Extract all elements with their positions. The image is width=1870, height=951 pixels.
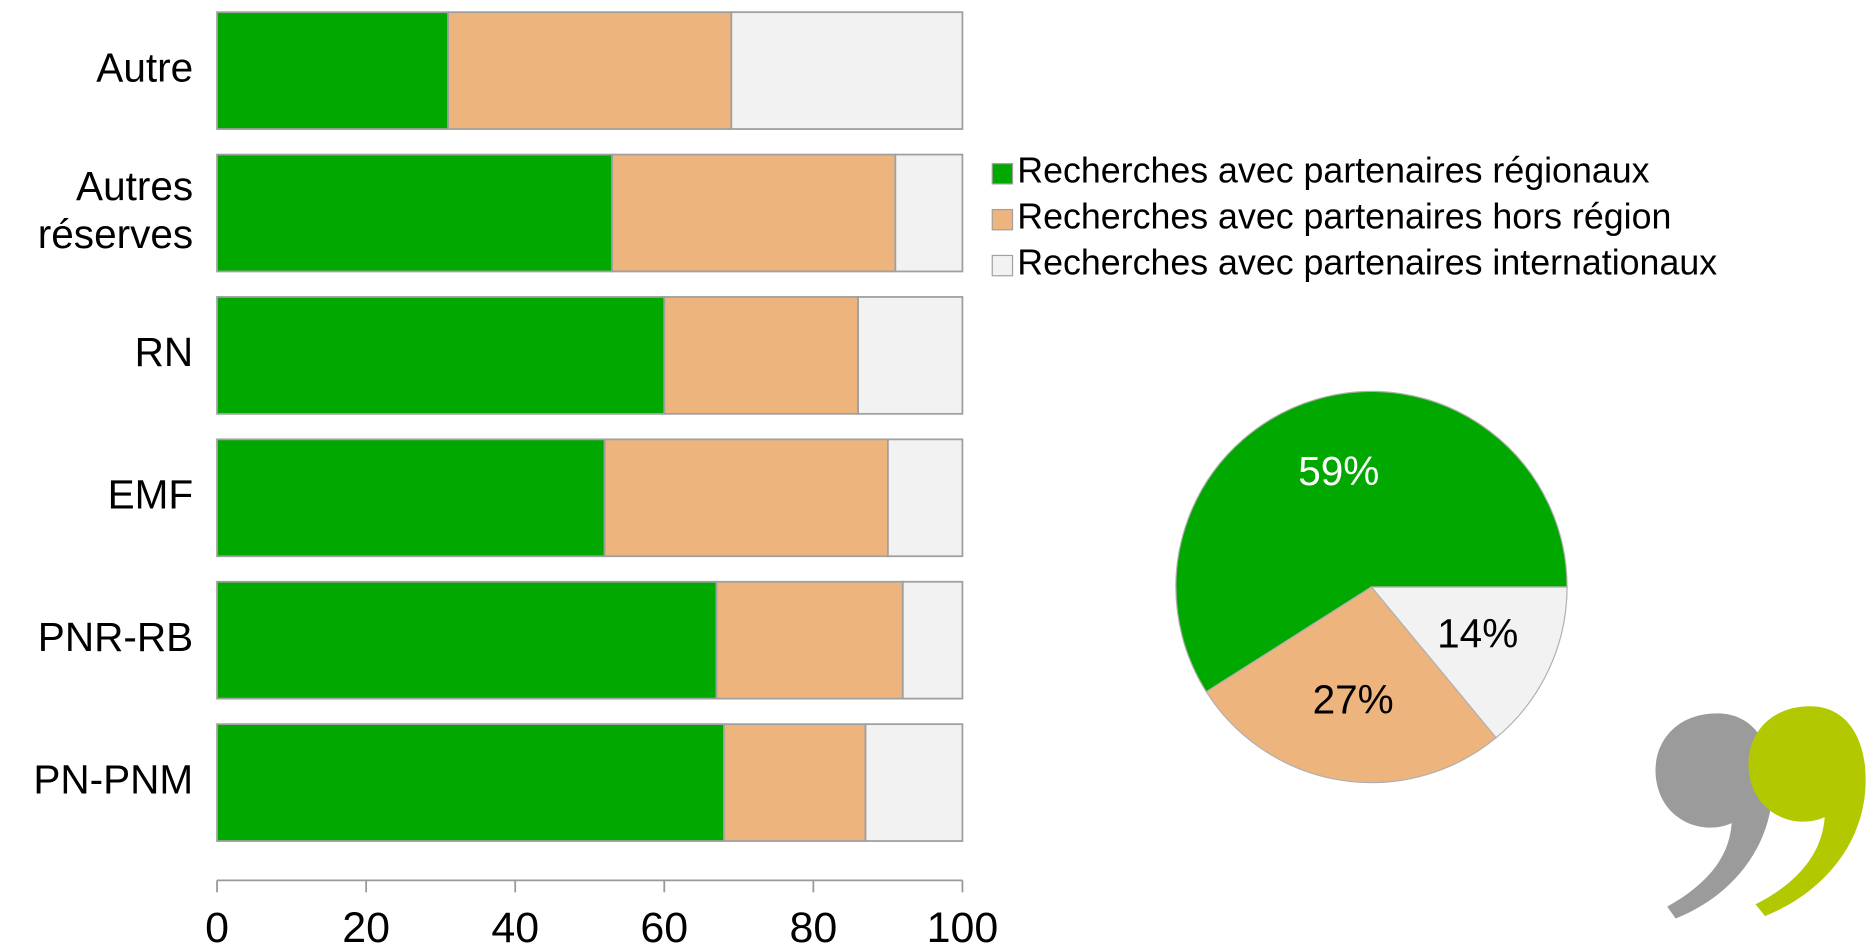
pie-slice [1205, 586, 1498, 784]
x-tick-label: 20 [342, 904, 390, 951]
bar-segment [216, 723, 725, 842]
bar-segment [447, 11, 733, 130]
bar-segment [730, 11, 964, 130]
bar-segment [894, 153, 964, 273]
legend-swatch [991, 254, 1014, 277]
bar-segment [216, 580, 718, 700]
bar-segment [216, 11, 450, 130]
bar-segment [715, 580, 904, 700]
bar-segment [864, 723, 964, 842]
quote-mark [1748, 706, 1866, 917]
bar-segment [663, 296, 859, 415]
pie-label: 14% [1437, 611, 1518, 657]
quote-logo [1655, 706, 1866, 919]
bar-segment [603, 438, 889, 558]
bar-segment [886, 438, 964, 558]
legend-label: Recherches avec partenaires hors région [1017, 197, 1671, 237]
category-label: EMF [108, 472, 194, 518]
x-tick-label: 40 [491, 904, 539, 951]
bar-segment [857, 296, 964, 415]
category-label: RN [135, 329, 194, 375]
x-tick-label: 0 [205, 904, 229, 951]
legend-swatch [991, 163, 1014, 185]
pie-slice [1370, 586, 1568, 739]
bar-segment [216, 296, 666, 415]
pie-label: 59% [1298, 448, 1379, 494]
legend-swatch [991, 208, 1014, 231]
x-tick-label: 100 [927, 904, 999, 951]
bar-segment [611, 153, 897, 273]
category-label: Autres réserves [38, 163, 193, 257]
pie-slice [1175, 390, 1568, 693]
quote-mark [1655, 713, 1773, 919]
category-label: PNR-RB [38, 614, 193, 660]
legend-label: Recherches avec partenaires régionaux [1017, 151, 1649, 191]
x-tick-label: 80 [789, 904, 837, 951]
bar-segment [901, 580, 964, 700]
bar-segment [723, 723, 867, 842]
bar-segment [216, 438, 606, 558]
pie-label: 27% [1313, 677, 1394, 723]
category-label: Autre [96, 44, 193, 90]
legend-label: Recherches avec partenaires internationa… [1017, 242, 1717, 282]
x-tick-label: 60 [640, 904, 688, 951]
bar-segment [216, 153, 613, 273]
category-label: PN-PNM [33, 756, 193, 802]
